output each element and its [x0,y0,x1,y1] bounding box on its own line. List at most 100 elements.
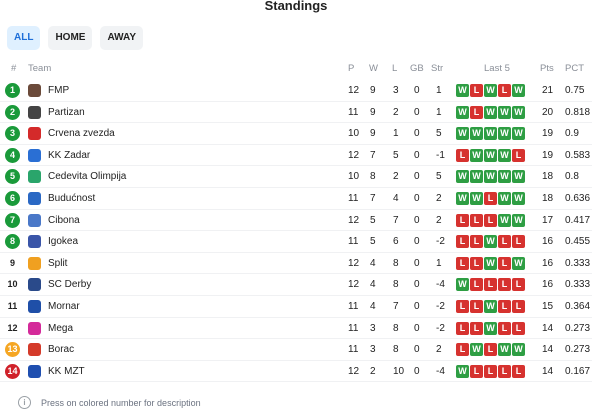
win-badge[interactable]: W [498,127,511,141]
win-badge[interactable]: W [512,105,525,119]
tab-home[interactable]: HOME [48,26,93,50]
rank-badge[interactable]: 4 [5,147,20,163]
rank-badge[interactable]: 1 [5,83,20,98]
team-name[interactable]: KK MZT [48,365,85,377]
win-badge[interactable]: W [512,191,525,205]
team-name[interactable]: Mornar [48,300,80,312]
rank-badge[interactable]: 7 [5,212,20,228]
win-badge[interactable]: W [498,105,511,119]
loss-badge[interactable]: L [456,148,469,162]
team-name[interactable]: SC Derby [48,279,92,291]
table-row[interactable]: 9 Split 12 4 8 0 1 16 0.333 L L W L W [0,253,592,275]
win-badge[interactable]: W [484,127,497,141]
win-badge[interactable]: W [484,235,497,249]
loss-badge[interactable]: L [498,364,511,378]
rank-badge[interactable]: 14 [5,363,20,379]
rank-badge[interactable]: 13 [5,342,20,358]
table-row[interactable]: 12 Mega 11 3 8 0 -2 14 0.273 L L W L L [0,318,592,340]
rank-badge[interactable]: 5 [5,169,20,185]
loss-badge[interactable]: L [484,213,497,227]
header-streak[interactable]: Str [431,63,444,74]
loss-badge[interactable]: L [512,364,525,378]
win-badge[interactable]: W [484,299,497,313]
header-team[interactable]: Team [28,63,52,74]
loss-badge[interactable]: L [484,278,497,292]
loss-badge[interactable]: L [484,343,497,357]
win-badge[interactable]: W [512,127,525,141]
loss-badge[interactable]: L [498,235,511,249]
loss-badge[interactable]: L [456,235,469,249]
loss-badge[interactable]: L [470,256,483,270]
win-badge[interactable]: W [512,84,525,97]
team-name[interactable]: FMP [48,85,70,96]
loss-badge[interactable]: L [456,299,469,313]
table-row[interactable]: 10 SC Derby 12 4 8 0 -4 16 0.333 W L L L L [0,274,592,296]
header-wins[interactable]: W [369,63,378,74]
win-badge[interactable]: W [498,170,511,184]
win-badge[interactable]: W [484,84,497,97]
rank-badge[interactable]: 6 [5,190,20,206]
loss-badge[interactable]: L [484,364,497,378]
team-name[interactable]: Split [48,257,68,269]
win-badge[interactable]: W [456,127,469,141]
rank-badge[interactable]: 3 [5,126,20,142]
win-badge[interactable]: W [498,343,511,357]
table-row[interactable]: 13 Borac 11 3 8 0 2 14 0.273 L W L W W [0,339,592,361]
loss-badge[interactable]: L [512,278,525,292]
rank-badge[interactable]: 2 [5,104,20,120]
loss-badge[interactable]: L [470,299,483,313]
loss-badge[interactable]: L [498,278,511,292]
loss-badge[interactable]: L [498,84,511,97]
loss-badge[interactable]: L [498,256,511,270]
team-name[interactable]: Partizan [48,106,85,118]
loss-badge[interactable]: L [512,148,525,162]
loss-badge[interactable]: L [512,321,525,335]
tab-away[interactable]: AWAY [100,26,143,50]
win-badge[interactable]: W [470,170,483,184]
win-badge[interactable]: W [470,343,483,357]
win-badge[interactable]: W [456,170,469,184]
header-pct[interactable]: PCT [565,63,584,74]
loss-badge[interactable]: L [498,321,511,335]
table-row[interactable]: 14 KK MZT 12 2 10 0 -4 14 0.167 W L L L L [0,361,592,383]
rank-badge[interactable]: 8 [5,234,20,250]
team-name[interactable]: Cedevita Olimpija [48,171,127,183]
win-badge[interactable]: W [456,278,469,292]
win-badge[interactable]: W [456,84,469,97]
team-name[interactable]: KK Zadar [48,149,91,161]
win-badge[interactable]: W [456,191,469,205]
loss-badge[interactable]: L [456,256,469,270]
win-badge[interactable]: W [498,191,511,205]
loss-badge[interactable]: L [470,235,483,249]
loss-badge[interactable]: L [498,299,511,313]
table-row[interactable]: 2 Partizan 11 9 2 0 1 20 0.818 W L W W W [0,102,592,124]
win-badge[interactable]: W [512,213,525,227]
table-row[interactable]: 7 Cibona 12 5 7 0 2 17 0.417 L L L W W [0,210,592,232]
win-badge[interactable]: W [470,148,483,162]
win-badge[interactable]: W [484,321,497,335]
table-row[interactable]: 8 Igokea 11 5 6 0 -2 16 0.455 L L W L L [0,231,592,253]
header-losses[interactable]: L [392,63,398,74]
win-badge[interactable]: W [498,213,511,227]
loss-badge[interactable]: L [470,364,483,378]
loss-badge[interactable]: L [470,321,483,335]
loss-badge[interactable]: L [470,278,483,292]
table-row[interactable]: 4 KK Zadar 12 7 5 0 -1 19 0.583 L W W W L [0,145,592,167]
table-row[interactable]: 1 FMP 12 9 3 0 1 21 0.75 W L W L W [0,80,592,102]
team-name[interactable]: Cibona [48,214,80,226]
table-row[interactable]: 5 Cedevita Olimpija 10 8 2 0 5 18 0.8 W W W W W [0,166,592,188]
win-badge[interactable]: W [470,191,483,205]
header-games-behind[interactable]: GB [410,63,424,74]
loss-badge[interactable]: L [484,191,497,205]
team-name[interactable]: Mega [48,322,74,334]
tab-all[interactable]: ALL [7,26,41,50]
win-badge[interactable]: W [484,105,497,119]
win-badge[interactable]: W [484,256,497,270]
team-name[interactable]: Borac [48,344,75,356]
table-row[interactable]: 11 Mornar 11 4 7 0 -2 15 0.364 L L W L L [0,296,592,318]
loss-badge[interactable]: L [470,84,483,97]
win-badge[interactable]: W [484,170,497,184]
table-row[interactable]: 6 Budućnost 11 7 4 0 2 18 0.636 W W L W W [0,188,592,210]
win-badge[interactable]: W [470,127,483,141]
win-badge[interactable]: W [484,148,497,162]
